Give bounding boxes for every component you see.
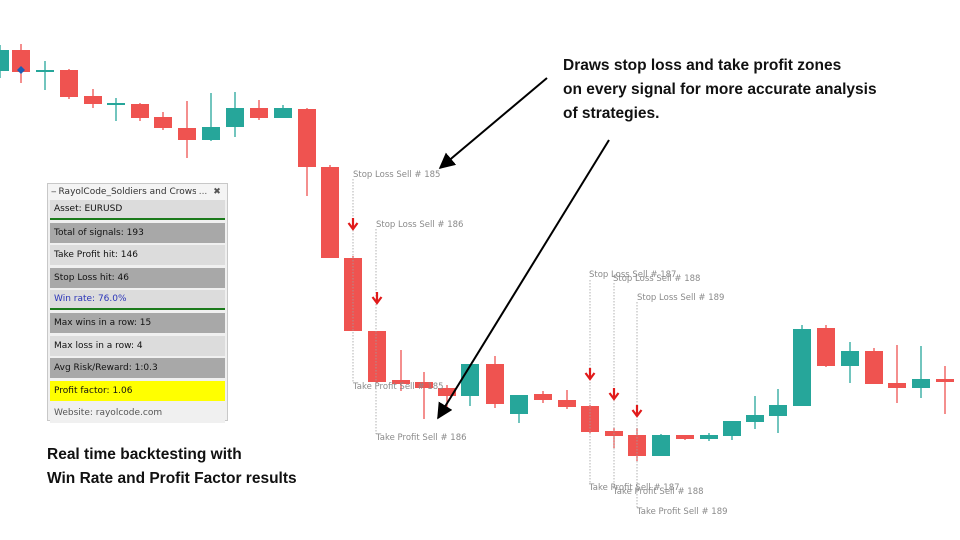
- candle-body: [769, 405, 787, 416]
- row-avg-risk-reward: Avg Risk/Reward: 1:0.3: [50, 358, 225, 379]
- annotation-zones-line-1: Draws stop loss and take profit zones: [563, 57, 842, 74]
- annotation-backtesting-line-2: Win Rate and Profit Factor results: [47, 470, 297, 487]
- candle-body: [438, 388, 456, 396]
- annotation-zones-line-3: of strategies.: [563, 105, 660, 122]
- candle-body: [202, 127, 220, 140]
- sell-signal-arrows: [347, 218, 643, 418]
- candle-body: [461, 364, 479, 396]
- candle-body: [298, 109, 316, 167]
- zone-label-tp-185: Take Profit Sell # 185: [352, 382, 444, 392]
- row-asset: Asset: EURUSD: [50, 200, 225, 220]
- candle-body: [60, 70, 78, 97]
- zone-label-sl-186: Stop Loss Sell # 186: [376, 220, 463, 230]
- row-win-rate: Win rate: 76.0%: [50, 290, 225, 311]
- candle-body: [652, 435, 670, 456]
- candle-body: [534, 394, 552, 400]
- pointer-arrow-results: [437, 139, 610, 420]
- candle-body: [486, 364, 504, 404]
- candle-body: [392, 380, 410, 384]
- candle-body: [817, 328, 835, 366]
- candle-body: [415, 382, 433, 388]
- candle-body: [107, 103, 125, 105]
- drag-handle-icon[interactable]: --: [51, 187, 56, 197]
- candle-body: [936, 379, 954, 382]
- panel-title-wrap: -- RayolCode_Soldiers and Crows: [51, 187, 196, 197]
- panel-rows: Asset: EURUSD Total of signals: 193 Take…: [48, 200, 227, 424]
- panel-header[interactable]: -- RayolCode_Soldiers and Crows ... ✖: [48, 184, 227, 200]
- sell-arrow-head-icon: [608, 392, 620, 401]
- candle-body: [628, 435, 646, 456]
- zone-label-sl-188: Stop Loss Sell # 188: [613, 274, 700, 284]
- row-total-signals: Total of signals: 193: [50, 222, 225, 243]
- row-max-wins: Max wins in a row: 15: [50, 312, 225, 333]
- candle-body: [700, 435, 718, 439]
- candle-body: [321, 167, 339, 258]
- zone-label-tp-188: Take Profit Sell # 188: [612, 487, 704, 497]
- candle-body: [0, 50, 9, 71]
- candle-body: [558, 400, 576, 407]
- candle-body: [84, 96, 102, 104]
- row-max-loss: Max loss in a row: 4: [50, 335, 225, 356]
- candle-body: [274, 108, 292, 118]
- row-take-profit-hit: Take Profit hit: 146: [50, 245, 225, 266]
- candle-body: [793, 329, 811, 406]
- candle-body: [510, 395, 528, 414]
- sell-arrow-head-icon: [371, 296, 383, 305]
- candle-body: [154, 117, 172, 128]
- row-profit-factor: Profit factor: 1.06: [50, 380, 225, 401]
- candle-body: [36, 70, 54, 72]
- candle-body: [250, 108, 268, 118]
- diamond-marker: [17, 66, 25, 74]
- candle-body: [226, 108, 244, 127]
- sell-arrow-head-icon: [347, 222, 359, 231]
- zone-label-sl-185: Stop Loss Sell # 185: [353, 170, 440, 180]
- annotation-zones-line-2: on every signal for more accurate analys…: [563, 81, 877, 98]
- candle-body: [865, 351, 883, 384]
- row-stop-loss-hit: Stop Loss hit: 46: [50, 267, 225, 288]
- sell-arrow-head-icon: [631, 409, 643, 418]
- candle-body: [723, 421, 741, 436]
- candle-body: [368, 331, 386, 382]
- zone-label-tp-187: Take Profit Sell # 187: [588, 483, 680, 493]
- sell-arrow-head-icon: [584, 372, 596, 381]
- stats-panel[interactable]: -- RayolCode_Soldiers and Crows ... ✖ As…: [47, 183, 228, 424]
- row-website: Website: rayolcode.com: [50, 403, 225, 424]
- zone-label-sl-187: Stop Loss Sell # 187: [589, 270, 676, 280]
- zone-label-sl-189: Stop Loss Sell # 189: [637, 293, 724, 303]
- candle-body: [178, 128, 196, 140]
- candle-body: [12, 50, 30, 72]
- zone-label-tp-186: Take Profit Sell # 186: [375, 433, 467, 443]
- candlesticks: [0, 44, 954, 461]
- candle-body: [912, 379, 930, 388]
- zone-label-tp-189: Take Profit Sell # 189: [636, 507, 728, 517]
- candle-body: [746, 415, 764, 422]
- candle-body: [131, 104, 149, 118]
- annotation-zones: Draws stop loss and take profit zones on…: [563, 54, 943, 126]
- candle-body: [676, 435, 694, 439]
- pointer-arrow-zones: [438, 77, 548, 170]
- candle-body: [841, 351, 859, 366]
- candle-body: [888, 383, 906, 388]
- minimize-icon[interactable]: ...: [198, 187, 208, 197]
- annotation-backtesting: Real time backtesting with Win Rate and …: [47, 443, 367, 491]
- panel-title: RayolCode_Soldiers and Crows: [58, 187, 197, 197]
- close-icon[interactable]: ✖: [213, 187, 221, 197]
- annotation-backtesting-line-1: Real time backtesting with: [47, 446, 242, 463]
